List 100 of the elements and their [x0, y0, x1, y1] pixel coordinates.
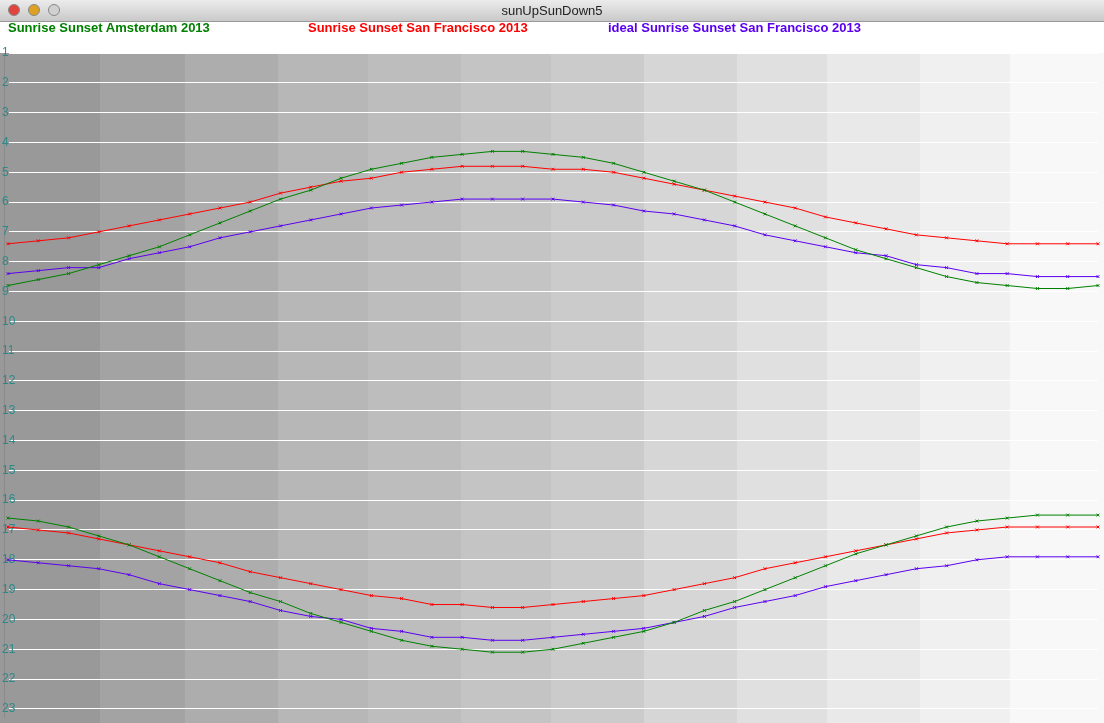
point: [581, 599, 586, 604]
point: [369, 593, 374, 598]
point: [429, 167, 434, 172]
point: [248, 209, 253, 213]
point: [278, 197, 283, 201]
point: [278, 223, 283, 228]
point: [1005, 525, 1010, 529]
point: [339, 587, 343, 592]
y-tick-label: 1: [2, 45, 9, 60]
point: [157, 250, 162, 255]
point: [1005, 283, 1010, 288]
y-tick-label: 10: [2, 313, 16, 328]
point: [853, 221, 858, 225]
y-tick-label: 13: [2, 403, 16, 418]
point: [944, 235, 949, 240]
point: [248, 590, 253, 595]
point: [551, 647, 555, 652]
point: [490, 638, 495, 643]
point: [127, 572, 132, 577]
point: [551, 602, 555, 607]
point: [399, 170, 404, 175]
point: [763, 232, 767, 237]
point: [369, 176, 374, 181]
point: [732, 599, 737, 604]
point: [732, 200, 737, 204]
point: [641, 209, 646, 213]
point: [823, 244, 828, 249]
y-tick-label: 19: [2, 581, 16, 596]
point: [460, 197, 465, 201]
point: [611, 170, 616, 175]
point: [823, 563, 828, 568]
point: [702, 218, 707, 222]
point: [1065, 525, 1070, 529]
point: [793, 575, 798, 580]
point: [672, 587, 677, 592]
point: [1035, 513, 1040, 517]
y-tick-label: 23: [2, 701, 16, 716]
point: [823, 215, 828, 219]
point: [763, 587, 767, 592]
y-tick-label: 11: [2, 343, 15, 358]
point: [823, 584, 828, 589]
point: [732, 605, 737, 610]
point: [793, 206, 798, 210]
point: [1035, 525, 1040, 529]
y-tick-label: 7: [2, 224, 9, 239]
point: [1035, 241, 1040, 246]
point: [218, 560, 222, 565]
point: [278, 191, 283, 196]
point: [157, 244, 162, 249]
point: [884, 572, 888, 577]
point: [36, 528, 41, 532]
y-tick-label: 16: [2, 492, 16, 507]
point: [732, 223, 737, 228]
point: [218, 235, 222, 240]
chart-title: sunUpSunDown5: [500, 3, 604, 18]
point: [399, 203, 404, 207]
point: [702, 608, 707, 613]
y-tick-label: 3: [2, 104, 9, 119]
text: ideal Sunrise Sunset San Francisco 2013: [608, 20, 861, 35]
point: [429, 155, 434, 160]
point: [672, 212, 677, 216]
point: [793, 593, 798, 598]
point: [551, 152, 555, 157]
point: [974, 557, 979, 562]
point: [611, 635, 616, 640]
point: [944, 525, 949, 529]
point: [460, 602, 465, 607]
point: [823, 235, 828, 240]
text: Sunrise Sunset San Francisco 2013: [308, 20, 528, 35]
y-tick-label: 2: [2, 75, 9, 90]
point: [66, 525, 71, 529]
point: [66, 265, 71, 270]
point: [308, 581, 313, 586]
y-tick-label: 15: [2, 462, 16, 477]
point: [853, 578, 858, 583]
point: [1065, 286, 1070, 291]
point: [520, 605, 525, 610]
point: [66, 563, 71, 568]
point: [944, 531, 949, 535]
point: [974, 528, 979, 532]
point: [36, 268, 41, 273]
y-tick-label: 20: [2, 611, 16, 626]
point: [187, 244, 192, 249]
point: [248, 200, 253, 204]
point: [520, 197, 525, 201]
point: [218, 578, 222, 583]
y-tick-label: 9: [2, 283, 9, 298]
point: [1005, 271, 1010, 276]
point: [611, 629, 616, 634]
y-tick-label: 14: [2, 432, 16, 447]
point: [399, 161, 404, 166]
point: [974, 519, 979, 523]
y-tick-label: 22: [2, 671, 16, 686]
point: [611, 161, 616, 166]
point: [974, 271, 979, 276]
point: [490, 197, 495, 201]
point: [157, 554, 162, 559]
point: [1035, 554, 1040, 559]
point: [974, 280, 979, 285]
point: [66, 235, 71, 240]
